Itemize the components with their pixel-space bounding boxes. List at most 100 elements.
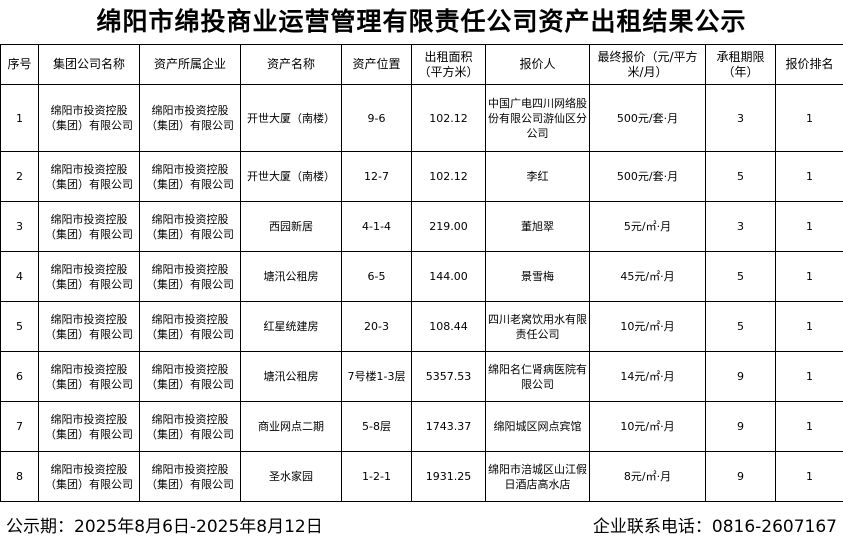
- table-cell: 塘汛公租房: [240, 351, 342, 402]
- table-row: 6 绵阳市投资控股（集团）有限公司 绵阳市投资控股（集团）有限公司 塘汛公租房 7号楼1…: [0, 351, 843, 402]
- page-title: 绵阳市绵投商业运营管理有限责任公司资产出租结果公示: [96, 7, 747, 36]
- table-cell: 4-1-4: [341, 201, 412, 252]
- table-cell: 9: [705, 401, 776, 452]
- table-cell: 10元/㎡·月: [589, 401, 706, 452]
- column-header: 承租期限（年）: [705, 44, 776, 85]
- table-cell: 1-2-1: [341, 451, 412, 502]
- table-cell: 219.00: [411, 201, 486, 252]
- table-cell: 14元/㎡·月: [589, 351, 706, 402]
- table-cell: 2: [0, 151, 39, 202]
- table-cell: 1: [775, 251, 843, 302]
- table-cell: 500元/套·月: [589, 151, 706, 202]
- table-row: 1 绵阳市投资控股（集团）有限公司 绵阳市投资控股（集团）有限公司 开世大厦（南楼） 9…: [0, 84, 843, 152]
- table-cell: 绵阳市投资控股（集团）有限公司: [139, 451, 241, 502]
- table-cell: 7: [0, 401, 39, 452]
- table-cell: 5: [705, 301, 776, 352]
- table-cell: 商业网点二期: [240, 401, 342, 452]
- column-header: 出租面积（平方米）: [411, 44, 486, 85]
- table-cell: 5357.53: [411, 351, 486, 402]
- table-cell: 1: [775, 351, 843, 402]
- table-cell: 1: [775, 301, 843, 352]
- table-cell: 绵阳市投资控股（集团）有限公司: [38, 251, 140, 302]
- table-cell: 四川老窝饮用水有限责任公司: [485, 301, 590, 352]
- table-cell: 绵阳市投资控股（集团）有限公司: [38, 351, 140, 402]
- table-cell: 5: [705, 251, 776, 302]
- table-cell: 绵阳市投资控股（集团）有限公司: [139, 401, 241, 452]
- table-cell: 8: [0, 451, 39, 502]
- table-cell: 绵阳市投资控股（集团）有限公司: [38, 451, 140, 502]
- table-row: 3 绵阳市投资控股（集团）有限公司 绵阳市投资控股（集团）有限公司 西园新居 4-1-4…: [0, 201, 843, 252]
- table-cell: 108.44: [411, 301, 486, 352]
- table-cell: 1: [775, 451, 843, 502]
- table-cell: 中国广电四川网络股份有限公司游仙区分公司: [485, 84, 590, 152]
- table-cell: 绵阳市投资控股（集团）有限公司: [139, 151, 241, 202]
- header-row: 序号 集团公司名称 资产所属企业 资产名称 资产位置 出租面积（平方米） 报价人 最终报价（元…: [0, 44, 843, 85]
- table-cell: 5: [705, 151, 776, 202]
- table-cell: 45元/㎡·月: [589, 251, 706, 302]
- column-header: 资产位置: [341, 44, 412, 85]
- table-cell: 绵阳名仁肾病医院有限公司: [485, 351, 590, 402]
- table-cell: 1: [775, 84, 843, 152]
- table-row: 4 绵阳市投资控股（集团）有限公司 绵阳市投资控股（集团）有限公司 塘汛公租房 6-5 1…: [0, 251, 843, 302]
- table-cell: 绵阳市涪城区山江假日酒店高水店: [485, 451, 590, 502]
- table-cell: 西园新居: [240, 201, 342, 252]
- table-cell: 圣水家园: [240, 451, 342, 502]
- table-cell: 景雪梅: [485, 251, 590, 302]
- table-row: 5 绵阳市投资控股（集团）有限公司 绵阳市投资控股（集团）有限公司 红星统建房 20-3…: [0, 301, 843, 352]
- table-cell: 绵阳市投资控股（集团）有限公司: [139, 84, 241, 152]
- table-cell: 1: [0, 84, 39, 152]
- table-cell: 1743.37: [411, 401, 486, 452]
- table-cell: 1: [775, 401, 843, 452]
- table-cell: 绵阳市投资控股（集团）有限公司: [139, 201, 241, 252]
- table-cell: 开世大厦（南楼）: [240, 84, 342, 152]
- table-cell: 绵阳市投资控股（集团）有限公司: [38, 301, 140, 352]
- table-cell: 6-5: [341, 251, 412, 302]
- table-cell: 102.12: [411, 151, 486, 202]
- table-cell: 1: [775, 201, 843, 252]
- table-cell: 李红: [485, 151, 590, 202]
- table-cell: 6: [0, 351, 39, 402]
- table-cell: 绵阳市投资控股（集团）有限公司: [38, 151, 140, 202]
- table-cell: 5元/㎡·月: [589, 201, 706, 252]
- table-cell: 5: [0, 301, 39, 352]
- column-header: 最终报价（元/平方米/月）: [589, 44, 706, 85]
- table-cell: 20-3: [341, 301, 412, 352]
- table-cell: 144.00: [411, 251, 486, 302]
- table-cell: 3: [705, 84, 776, 152]
- column-header: 资产名称: [240, 44, 342, 85]
- table-cell: 绵阳市投资控股（集团）有限公司: [38, 84, 140, 152]
- contact-phone: 企业联系电话：0816-2607167: [592, 517, 837, 537]
- table-cell: 9: [705, 351, 776, 402]
- results-table: 序号 集团公司名称 资产所属企业 资产名称 资产位置 出租面积（平方米） 报价人 最终报价（元…: [0, 44, 843, 502]
- column-header: 资产所属企业: [139, 44, 241, 85]
- table-cell: 8元/㎡·月: [589, 451, 706, 502]
- table-cell: 绵阳市投资控股（集团）有限公司: [139, 301, 241, 352]
- table-cell: 绵阳市投资控股（集团）有限公司: [38, 401, 140, 452]
- column-header: 集团公司名称: [38, 44, 140, 85]
- table-row: 2 绵阳市投资控股（集团）有限公司 绵阳市投资控股（集团）有限公司 开世大厦（南楼） 1…: [0, 151, 843, 202]
- publicity-period: 公示期：2025年8月6日-2025年8月12日: [6, 517, 323, 537]
- table-cell: 绵阳市投资控股（集团）有限公司: [139, 251, 241, 302]
- table-cell: 绵阳城区网点宾馆: [485, 401, 590, 452]
- table-cell: 10元/㎡·月: [589, 301, 706, 352]
- table-cell: 3: [705, 201, 776, 252]
- table-cell: 12-7: [341, 151, 412, 202]
- table-cell: 9-6: [341, 84, 412, 152]
- column-header: 序号: [0, 44, 39, 85]
- table-cell: 开世大厦（南楼）: [240, 151, 342, 202]
- table-cell: 3: [0, 201, 39, 252]
- table-cell: 绵阳市投资控股（集团）有限公司: [38, 201, 140, 252]
- table-cell: 红星统建房: [240, 301, 342, 352]
- table-cell: 5-8层: [341, 401, 412, 452]
- table-cell: 7号楼1-3层: [341, 351, 412, 402]
- table-cell: 1: [775, 151, 843, 202]
- table-cell: 绵阳市投资控股（集团）有限公司: [139, 351, 241, 402]
- table-cell: 1931.25: [411, 451, 486, 502]
- table-cell: 4: [0, 251, 39, 302]
- column-header: 报价排名: [775, 44, 843, 85]
- table-cell: 9: [705, 451, 776, 502]
- table-cell: 500元/套·月: [589, 84, 706, 152]
- column-header: 报价人: [485, 44, 590, 85]
- table-row: 8 绵阳市投资控股（集团）有限公司 绵阳市投资控股（集团）有限公司 圣水家园 1-2-1…: [0, 451, 843, 502]
- table-cell: 董旭翠: [485, 201, 590, 252]
